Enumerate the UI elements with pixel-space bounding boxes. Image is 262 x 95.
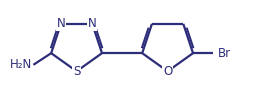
Text: Br: Br [218,47,231,60]
Text: O: O [163,65,172,78]
Text: N: N [57,17,65,30]
Text: H₂N: H₂N [9,58,32,71]
Text: S: S [73,65,80,78]
Text: N: N [88,17,97,30]
